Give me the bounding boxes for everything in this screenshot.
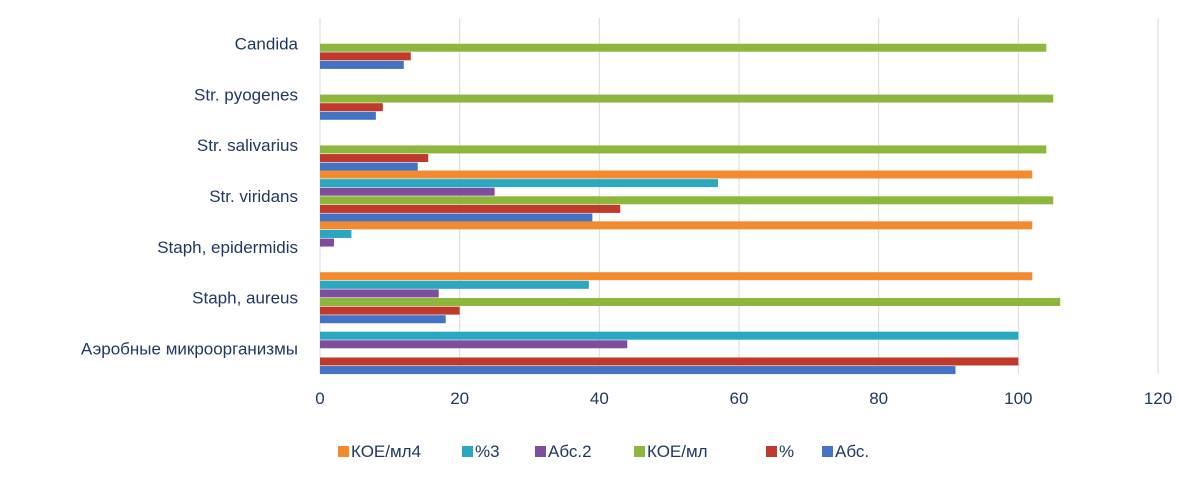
x-tick-label: 0 — [315, 389, 324, 408]
legend-label: % — [779, 442, 794, 461]
bar-2-3 — [320, 196, 1054, 205]
legend-item: КОЕ/мл — [634, 442, 708, 461]
category-labels: Аэробные микроорганизмы Staph, aureus Stap… — [81, 34, 299, 358]
legend-label: КОЕ/мл — [647, 442, 708, 461]
bar-4-3 — [320, 179, 719, 188]
bar-4-1 — [320, 280, 589, 289]
bar-0-4 — [320, 162, 418, 171]
bar-2-1 — [320, 298, 1061, 307]
bars — [320, 43, 1061, 375]
bar-4-2 — [320, 229, 352, 238]
x-tick-label: 120 — [1144, 389, 1172, 408]
legend: КОЕ/мл4 %3 Абс.2 КОЕ/мл% Абс. — [338, 442, 869, 461]
bar-1-0 — [320, 357, 1019, 366]
legend-swatch — [338, 446, 349, 457]
legend-swatch — [766, 446, 777, 457]
x-tick-label: 40 — [590, 389, 609, 408]
legend-label: %3 — [475, 442, 500, 461]
bar-0-0 — [320, 366, 956, 375]
legend-item: Абс. — [822, 442, 869, 461]
legend-label: Абс. — [835, 442, 869, 461]
bar-2-6 — [320, 43, 1047, 52]
bar-0-3 — [320, 213, 593, 222]
bar-4-0 — [320, 331, 1019, 340]
bar-0-6 — [320, 60, 404, 69]
legend-label: КОЕ/мл4 — [351, 442, 421, 461]
x-tick-label: 20 — [450, 389, 469, 408]
x-tick-label: 100 — [1004, 389, 1032, 408]
x-tick-label: 80 — [869, 389, 888, 408]
bar-1-6 — [320, 52, 411, 61]
bar-3-0 — [320, 340, 628, 349]
category-label: Staph, aureus — [192, 289, 298, 308]
legend-swatch — [535, 446, 546, 457]
bar-5-2 — [320, 221, 1033, 230]
legend-swatch — [462, 446, 473, 457]
bar-0-5 — [320, 111, 376, 120]
legend-item: КОЕ/мл4 — [338, 442, 421, 461]
bar-3-2 — [320, 238, 334, 247]
category-label: Str. salivarius — [197, 136, 298, 155]
bar-0-1 — [320, 315, 446, 324]
legend-item: % — [766, 442, 794, 461]
category-label: Str. viridans — [209, 187, 298, 206]
legend-swatch — [822, 446, 833, 457]
bar-5-3 — [320, 170, 1033, 179]
bar-3-3 — [320, 187, 495, 196]
bar-2-5 — [320, 94, 1054, 103]
bar-1-4 — [320, 154, 429, 163]
legend-label: Абс.2 — [548, 442, 592, 461]
bar-1-5 — [320, 103, 383, 112]
x-tick-labels: 0 20 40 60 80 100 120 — [315, 389, 1172, 408]
bar-5-1 — [320, 272, 1033, 281]
category-label: Аэробные микроорганизмы — [81, 340, 298, 359]
x-tick-label: 60 — [730, 389, 749, 408]
category-label: Candida — [235, 34, 299, 53]
bar-1-1 — [320, 306, 460, 315]
bar-2-4 — [320, 145, 1047, 154]
bar-3-1 — [320, 289, 439, 298]
category-label: Staph, epidermidis — [157, 238, 298, 257]
category-label: Str. pyogenes — [194, 85, 298, 104]
legend-swatch — [634, 446, 645, 457]
legend-item: Абс.2 — [535, 442, 592, 461]
gridlines — [319, 18, 1159, 374]
bar-1-3 — [320, 204, 621, 213]
legend-item: %3 — [462, 442, 500, 461]
